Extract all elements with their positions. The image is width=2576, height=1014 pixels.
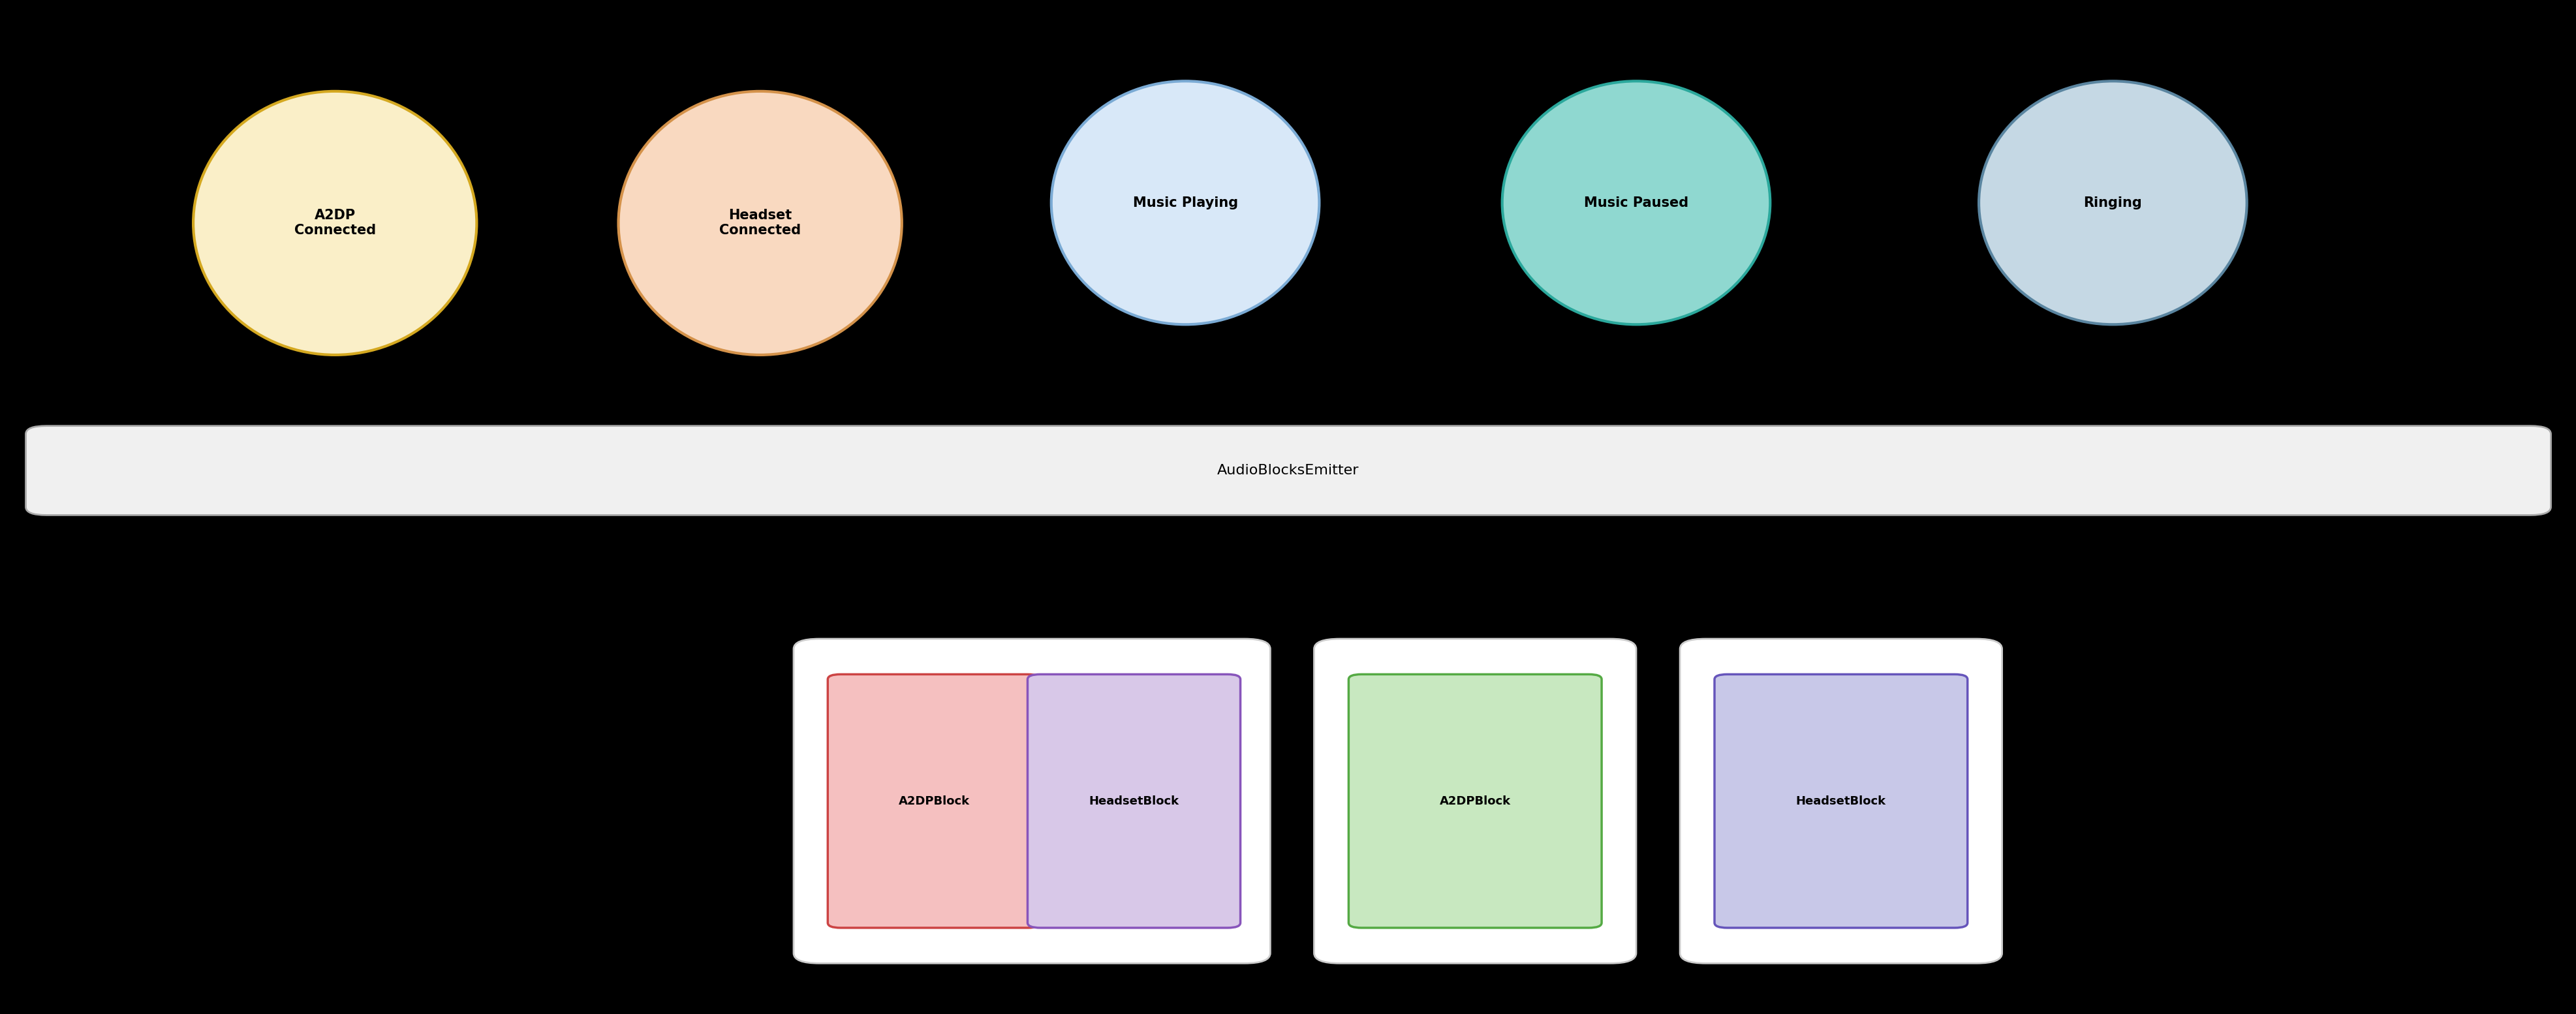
Text: Music Paused: Music Paused [1584, 197, 1687, 209]
FancyBboxPatch shape [793, 639, 1270, 963]
Text: Ringing: Ringing [2084, 197, 2141, 209]
Text: AudioBlocksEmitter: AudioBlocksEmitter [1216, 464, 1360, 477]
Text: HeadsetBlock: HeadsetBlock [1795, 795, 1886, 807]
Text: Headset
Connected: Headset Connected [719, 209, 801, 237]
Text: Music Playing: Music Playing [1133, 197, 1236, 209]
FancyBboxPatch shape [1713, 674, 1968, 928]
FancyBboxPatch shape [827, 674, 1041, 928]
Text: A2DPBlock: A2DPBlock [899, 795, 969, 807]
FancyBboxPatch shape [26, 426, 2550, 515]
Ellipse shape [193, 91, 477, 355]
Ellipse shape [1051, 81, 1319, 324]
Text: A2DPBlock: A2DPBlock [1440, 795, 1510, 807]
FancyBboxPatch shape [1028, 674, 1239, 928]
Ellipse shape [618, 91, 902, 355]
FancyBboxPatch shape [1314, 639, 1636, 963]
FancyBboxPatch shape [1680, 639, 2002, 963]
Text: HeadsetBlock: HeadsetBlock [1090, 795, 1180, 807]
Ellipse shape [1502, 81, 1770, 324]
Ellipse shape [1978, 81, 2246, 324]
Text: A2DP
Connected: A2DP Connected [294, 209, 376, 237]
FancyBboxPatch shape [1347, 674, 1602, 928]
